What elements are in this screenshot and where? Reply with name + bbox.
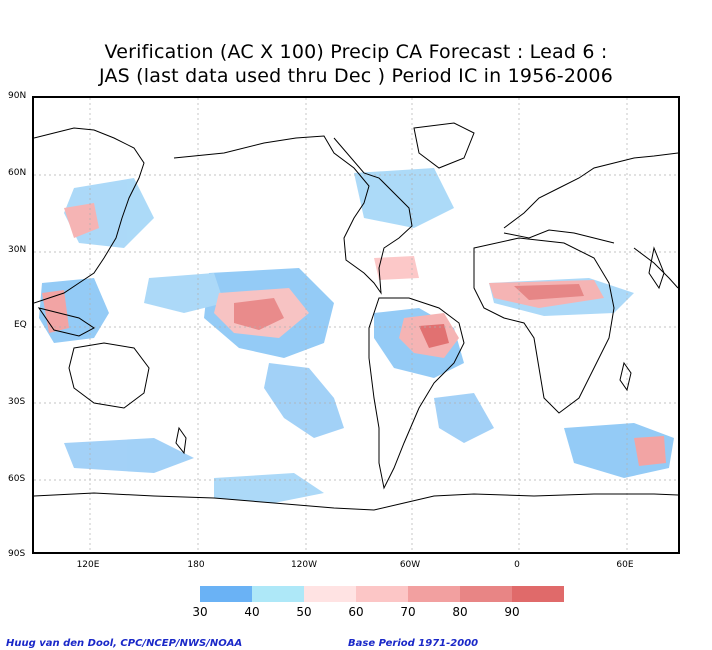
shading-blue [144,273,224,313]
coast-asia-east [633,247,678,289]
colorbar-swatch-60 [356,586,408,602]
colorbar-swatch-70 [408,586,460,602]
world-map [34,98,678,552]
shading-pink [634,436,666,466]
shading-red [234,298,284,330]
shading-blue [214,473,324,503]
graticule [34,98,678,552]
colorbar-swatch-50 [304,586,356,602]
lat-label-90n: 90N [8,91,27,101]
coast-south-america [368,297,465,490]
coastlines [34,122,678,511]
colorbar-swatch-30 [200,586,252,602]
colorbar-swatch-80 [460,586,512,602]
colorbar-label-80: 80 [452,605,468,619]
shading-red [514,284,584,300]
footer-base-period: Base Period 1971-2000 [348,638,479,649]
coast-north-america [173,135,413,295]
lon-label-60w: 60W [399,560,421,570]
correlation-shading [39,168,674,503]
coast-new-zealand [175,426,187,455]
coast-europe-south [503,229,615,244]
colorbar-label-90: 90 [504,605,520,619]
footer-credit: Huug van den Dool, CPC/NCEP/NWS/NOAA [6,638,243,649]
coast-australia [68,342,150,409]
shading-red [419,324,449,348]
coast-antarctica [34,492,678,511]
coast-madagascar [619,361,632,392]
coast-europe [503,152,678,229]
colorbar-label-70: 70 [400,605,416,619]
lon-label-180: 180 [187,560,205,570]
shading-blue [64,438,194,473]
colorbar-swatch-40 [252,586,304,602]
lon-label-60e: 60E [616,560,634,570]
lat-label-30s: 30S [8,397,26,407]
shading-blue [264,363,344,438]
colorbar-label-40: 40 [244,605,260,619]
shading-pink [374,256,419,280]
colorbar-label-60: 60 [348,605,364,619]
coast-asia [34,127,145,304]
lat-label-90s: 90S [8,549,26,559]
coast-greenland [413,122,475,169]
coast-indonesia [37,307,95,337]
lat-label-60s: 60S [8,474,26,484]
lon-label-0: 0 [514,560,520,570]
map-panel [32,96,680,554]
colorbar-label-50: 50 [296,605,312,619]
lon-label-120w: 120W [290,560,318,570]
map-title-line-2: JAS (last data used thru Dec ) Period IC… [98,65,614,87]
colorbar [200,586,564,602]
lat-label-30n: 30N [8,245,27,255]
lat-label-60n: 60N [8,168,27,178]
colorbar-swatch-90 [512,586,564,602]
colorbar-label-30: 30 [192,605,208,619]
map-title-line-1: Verification (AC X 100) Precip CA Foreca… [104,41,608,63]
lat-label-eq: EQ [14,320,27,330]
lon-label-120e: 120E [76,560,100,570]
shading-blue [354,168,454,228]
coast-india [648,246,665,290]
shading-blue [434,393,494,443]
coast-africa [473,237,615,414]
